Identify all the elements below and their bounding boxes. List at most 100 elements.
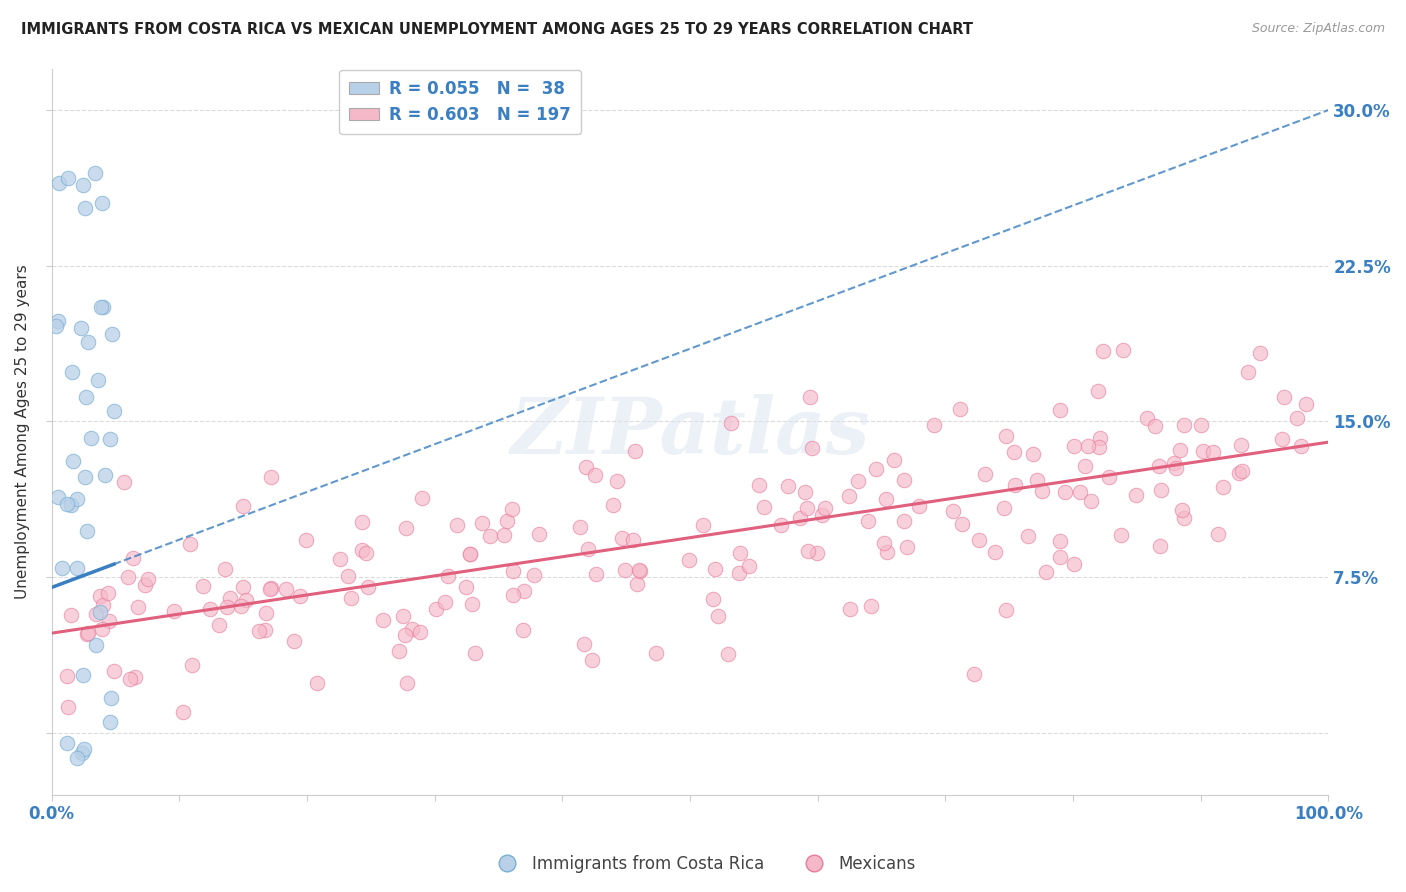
Point: [922, 417, 945, 432]
Point: [1063, 558, 1085, 572]
Point: [908, 500, 931, 514]
Point: [1232, 464, 1254, 478]
Point: [127, 600, 149, 615]
Point: [838, 489, 860, 503]
Point: [575, 460, 598, 475]
Point: [93, 301, 115, 315]
Point: [46, 490, 69, 504]
Point: [97, 586, 120, 600]
Point: [1149, 459, 1171, 474]
Point: [1074, 458, 1097, 473]
Point: [778, 479, 800, 493]
Point: [232, 499, 254, 513]
Point: [876, 545, 898, 559]
Point: [1077, 439, 1099, 453]
Point: [728, 566, 751, 581]
Point: [949, 402, 972, 417]
Point: [730, 546, 752, 560]
Point: [76, 524, 98, 538]
Point: [1149, 483, 1171, 498]
Point: [717, 647, 740, 661]
Point: [59, 498, 82, 512]
Point: [62, 454, 84, 468]
Y-axis label: Unemployment Among Ages 25 to 29 years: Unemployment Among Ages 25 to 29 years: [15, 264, 30, 599]
Point: [87, 373, 110, 387]
Point: [789, 511, 811, 525]
Point: [70, 746, 93, 760]
Point: [720, 416, 742, 430]
Point: [1212, 480, 1234, 494]
Point: [513, 584, 536, 599]
Point: [983, 545, 1005, 559]
Point: [610, 531, 633, 545]
Point: [103, 664, 125, 678]
Point: [336, 569, 359, 583]
Point: [748, 478, 770, 492]
Point: [411, 491, 433, 506]
Point: [1063, 438, 1085, 452]
Point: [60, 365, 83, 379]
Point: [446, 518, 468, 533]
Point: [801, 441, 824, 455]
Legend: Immigrants from Costa Rica, Mexicans: Immigrants from Costa Rica, Mexicans: [484, 848, 922, 880]
Point: [1109, 528, 1132, 542]
Point: [433, 595, 456, 609]
Point: [793, 484, 815, 499]
Point: [1237, 364, 1260, 378]
Point: [295, 533, 318, 547]
Point: [568, 520, 591, 534]
Point: [179, 537, 201, 551]
Point: [1049, 534, 1071, 549]
Point: [1053, 485, 1076, 500]
Point: [702, 592, 724, 607]
Point: [394, 628, 416, 642]
Point: [1088, 441, 1111, 455]
Point: [260, 470, 283, 484]
Text: ZIPatlas: ZIPatlas: [510, 393, 870, 470]
Point: [872, 535, 894, 549]
Point: [799, 390, 821, 404]
Point: [373, 613, 395, 627]
Point: [1025, 473, 1047, 487]
Point: [1049, 403, 1071, 417]
Point: [856, 515, 879, 529]
Point: [464, 646, 486, 660]
Point: [811, 508, 834, 522]
Point: [1202, 445, 1225, 459]
Point: [1144, 418, 1167, 433]
Point: [134, 578, 156, 592]
Point: [628, 565, 651, 579]
Point: [56, 497, 79, 511]
Point: [1230, 438, 1253, 452]
Point: [65, 560, 87, 574]
Point: [1136, 410, 1159, 425]
Point: [796, 501, 818, 516]
Point: [307, 676, 329, 690]
Point: [84, 607, 107, 622]
Point: [896, 540, 918, 554]
Point: [121, 551, 143, 566]
Point: [806, 546, 828, 560]
Point: [72, 667, 94, 681]
Point: [91, 598, 114, 612]
Point: [614, 563, 637, 577]
Point: [425, 601, 447, 615]
Point: [1272, 390, 1295, 404]
Point: [1171, 503, 1194, 517]
Point: [942, 504, 965, 518]
Point: [501, 502, 523, 516]
Point: [814, 500, 837, 515]
Point: [395, 676, 418, 690]
Point: [172, 705, 194, 719]
Point: [974, 467, 997, 482]
Point: [231, 599, 253, 613]
Point: [707, 608, 730, 623]
Point: [1112, 343, 1135, 358]
Point: [254, 623, 277, 637]
Point: [572, 637, 595, 651]
Point: [58, 171, 80, 186]
Point: [458, 547, 481, 561]
Point: [848, 475, 870, 489]
Point: [1285, 411, 1308, 425]
Point: [395, 521, 418, 535]
